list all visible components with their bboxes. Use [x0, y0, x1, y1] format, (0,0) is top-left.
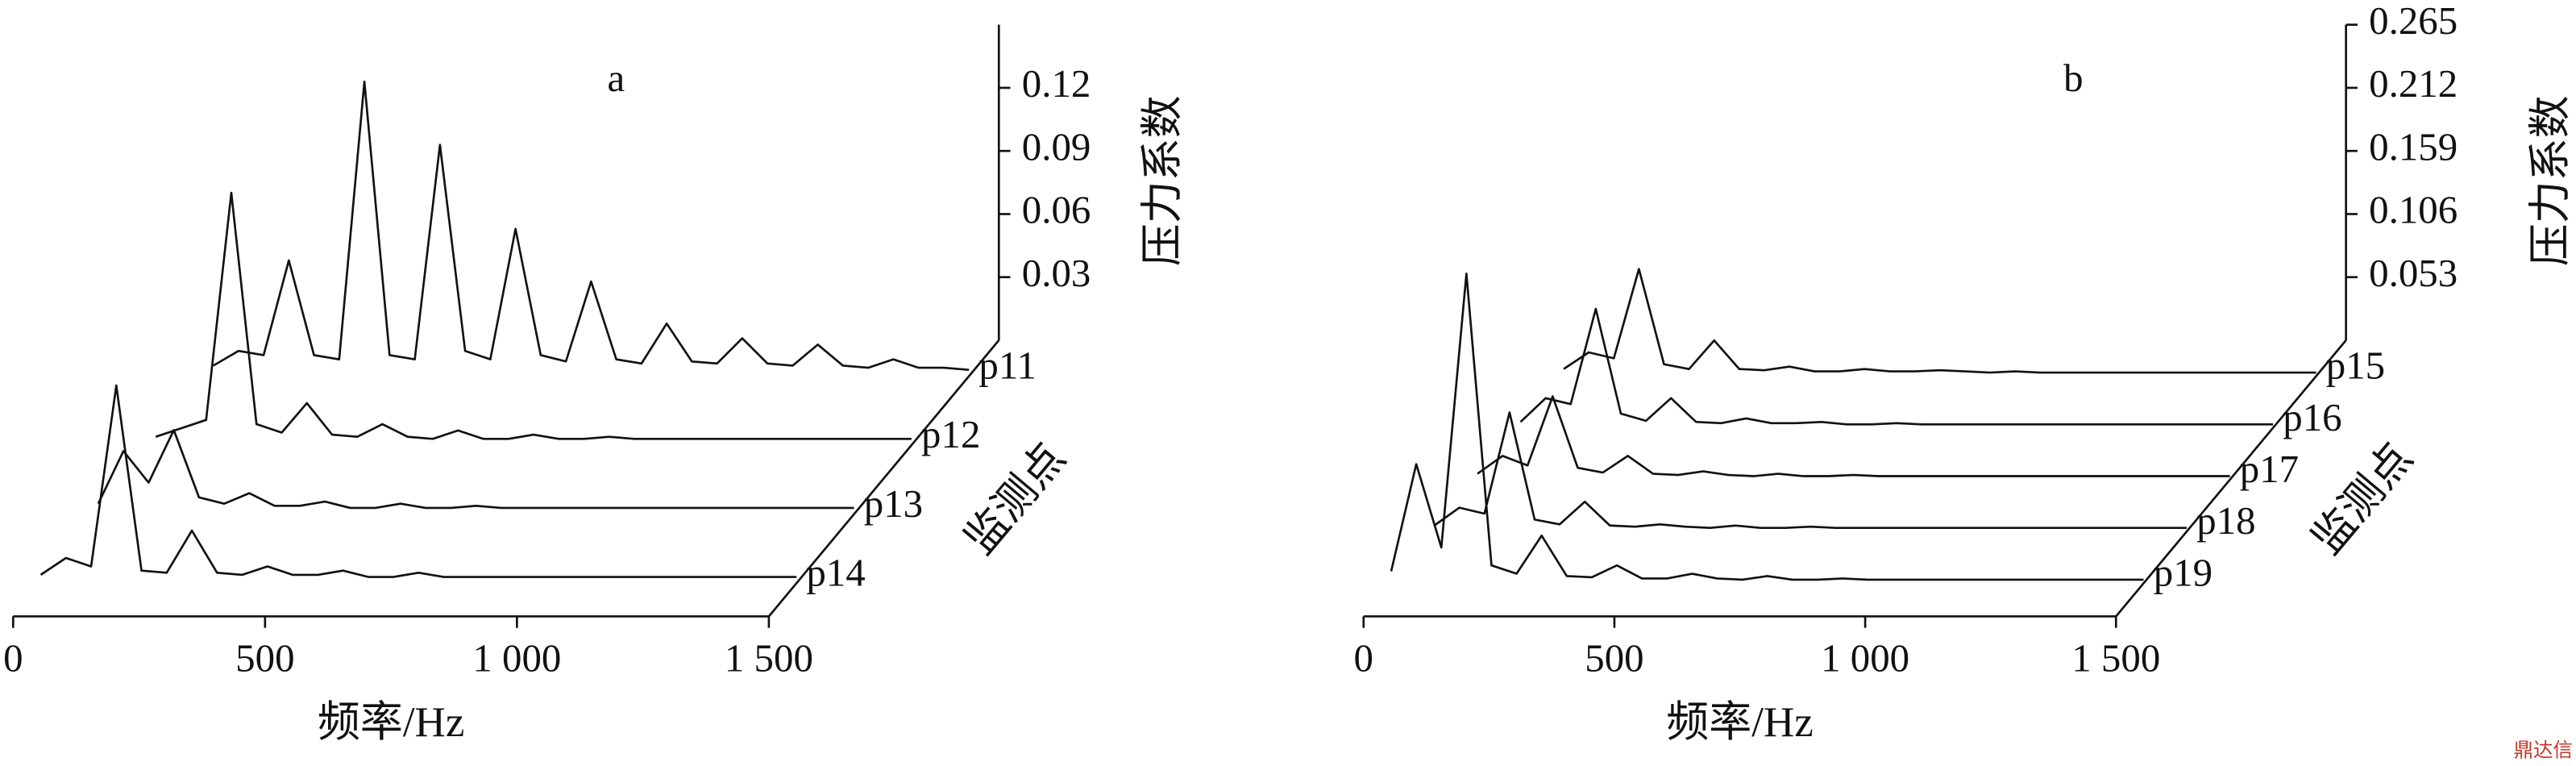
series-label: p19 [2154, 550, 2212, 594]
depth-axis-label: 监测点 [2304, 435, 2422, 563]
panel-label: a [607, 56, 625, 100]
x-tick-label: 1 500 [725, 636, 813, 681]
series-line [212, 80, 970, 372]
series-line [1519, 307, 2274, 426]
z-tick-label: 0.106 [2369, 188, 2458, 232]
z-tick-label: 0.09 [1022, 124, 1091, 169]
z-tick-label: 0.053 [2369, 251, 2458, 295]
x-tick-label: 1 500 [2071, 636, 2160, 681]
z-tick-label: 0.159 [2369, 124, 2458, 169]
z-tick-label: 0.12 [1022, 61, 1091, 106]
z-tick-label: 0.03 [1022, 251, 1091, 295]
x-axis-label: 频率/Hz [318, 699, 464, 746]
depth-axis [767, 339, 1000, 618]
x-tick-label: 0 [3, 636, 23, 681]
series-label: p12 [921, 412, 980, 456]
series-line [1390, 273, 2144, 581]
series-label: p16 [2283, 395, 2341, 439]
series-line [39, 384, 797, 578]
panel-label: b [2063, 56, 2083, 100]
series-label: p18 [2196, 498, 2255, 543]
x-tick-label: 1 000 [472, 636, 561, 681]
series-line [1433, 411, 2188, 530]
series-label: p13 [864, 481, 923, 526]
series-label: p11 [978, 343, 1037, 388]
z-axis-label: 压力系数 [1139, 95, 1186, 266]
x-tick-label: 500 [235, 636, 294, 681]
watermark: 鼎达信 [2514, 739, 2573, 762]
z-tick-label: 0.06 [1022, 188, 1091, 232]
x-axis-label: 频率/Hz [1666, 699, 1813, 746]
x-tick-label: 500 [1585, 636, 1643, 681]
z-axis-label: 压力系数 [2528, 95, 2574, 266]
x-tick-label: 0 [1354, 636, 1373, 681]
series-label: p17 [2240, 447, 2299, 491]
series-line [97, 429, 854, 510]
z-tick-label: 0.265 [2369, 0, 2458, 43]
series-label: p15 [2326, 343, 2385, 388]
series-line [1563, 268, 2316, 374]
series-label: p14 [806, 550, 865, 594]
series-line [155, 191, 912, 440]
z-tick-label: 0.212 [2369, 61, 2458, 106]
x-tick-label: 1 000 [1821, 636, 1909, 681]
depth-axis [2115, 339, 2347, 618]
series-line [1477, 395, 2230, 477]
